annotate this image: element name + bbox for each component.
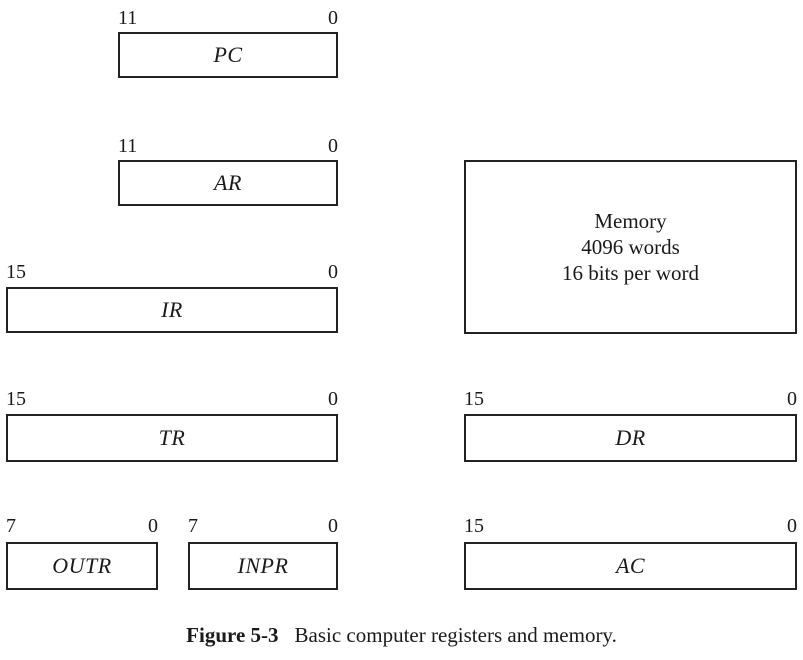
ar-register-name: AR: [214, 170, 242, 195]
memory-block: Memory 4096 words 16 bits per word: [464, 160, 797, 334]
ac-register: AC: [464, 542, 797, 590]
memory-description: Memory 4096 words 16 bits per word: [562, 208, 699, 286]
tr-lsb-label: 0: [328, 388, 338, 410]
ac-lsb-label: 0: [787, 515, 797, 537]
tr-register: TR: [6, 414, 338, 462]
pc-register: PC: [118, 32, 338, 78]
figure-caption-text: Basic computer registers and memory.: [294, 623, 617, 647]
ir-register: IR: [6, 287, 338, 333]
inpr-register-name: INPR: [237, 553, 289, 578]
memory-word-size: 16 bits per word: [561, 261, 700, 285]
memory-title: Memory: [594, 209, 667, 233]
dr-msb-label: 15: [464, 388, 484, 410]
inpr-msb-label: 7: [188, 515, 198, 537]
tr-msb-label: 15: [6, 388, 26, 410]
inpr-lsb-label: 0: [328, 515, 338, 537]
ac-register-name: AC: [615, 553, 646, 578]
memory-word-count: 4096 words: [581, 235, 680, 259]
inpr-register: INPR: [188, 542, 338, 590]
figure-number: Figure 5-3: [186, 623, 279, 647]
pc-msb-label: 11: [118, 7, 138, 29]
outr-register: OUTR: [6, 542, 158, 590]
figure-caption: Figure 5-3 Basic computer registers and m…: [0, 623, 803, 647]
outr-lsb-label: 0: [148, 515, 158, 537]
pc-lsb-label: 0: [328, 7, 338, 29]
outr-register-name: OUTR: [52, 553, 112, 578]
ir-register-name: IR: [161, 297, 183, 322]
dr-register-name: DR: [615, 425, 646, 450]
outr-msb-label: 7: [6, 515, 16, 537]
ir-lsb-label: 0: [328, 261, 338, 283]
ac-msb-label: 15: [464, 515, 484, 537]
dr-register: DR: [464, 414, 797, 462]
ar-lsb-label: 0: [328, 135, 338, 157]
dr-lsb-label: 0: [787, 388, 797, 410]
pc-register-name: PC: [213, 42, 243, 67]
ar-register: AR: [118, 160, 338, 206]
ar-msb-label: 11: [118, 135, 138, 157]
ir-msb-label: 15: [6, 261, 26, 283]
tr-register-name: TR: [158, 425, 186, 450]
